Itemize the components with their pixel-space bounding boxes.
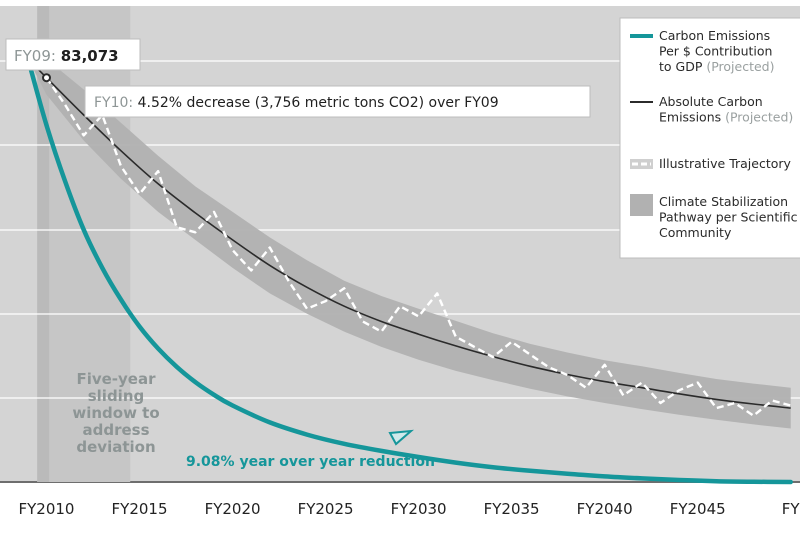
legend-box <box>619 17 800 259</box>
x-tick-labels: FY2010 FY2015 FY2020 FY2025 FY2030 FY2035 FY20… <box>19 500 800 518</box>
sliding-window-note-line: Five-year <box>76 370 156 388</box>
sliding-window-note: Five-year sliding window to address deviatio… <box>72 370 159 456</box>
fy10-callout-text: FY10: 4.52% decrease (3,756 metric tons … <box>94 95 499 111</box>
legend-label-line: Absolute Carbon <box>659 94 763 109</box>
legend-label-pathway: Climate Stabilization Pathway per Scienti… <box>659 194 798 240</box>
x-tick-label: FY <box>782 500 800 518</box>
fy09-callout-text: FY09: 83,073 <box>14 47 119 65</box>
legend-label-line: Community <box>659 225 732 240</box>
legend-label-line: Emissions (Projected) <box>659 110 793 125</box>
x-tick-label: FY2035 <box>484 500 540 518</box>
reduction-label: 9.08% year over year reduction <box>186 454 435 470</box>
fy10-callout-box <box>84 85 591 118</box>
legend-label-line: Climate Stabilization <box>659 194 788 209</box>
legend: Carbon Emissions Per $ Contribution to GDP… <box>619 17 800 259</box>
reduction-pointer-icon <box>388 429 415 446</box>
fy10-callout: FY10: 4.52% decrease (3,756 metric tons … <box>84 85 591 118</box>
sliding-window-note-line: window to <box>72 404 159 422</box>
fy10-point <box>42 73 52 83</box>
x-tick-label: FY2025 <box>298 500 354 518</box>
sliding-window-note-line: deviation <box>76 438 155 456</box>
sliding-window-region <box>37 6 131 482</box>
x-tick-label: FY2015 <box>112 500 168 518</box>
legend-label-suffix: (Projected) <box>702 59 774 74</box>
legend-label-line: Carbon Emissions <box>659 28 770 43</box>
legend-label-line: Pathway per Scientific <box>659 210 798 225</box>
x-tick-label: FY2010 <box>19 500 75 518</box>
x-tick-label: FY2040 <box>577 500 633 518</box>
sliding-window-note-line: address <box>82 421 149 439</box>
legend-label-line: to GDP (Projected) <box>659 59 775 74</box>
series-line-illustrative <box>45 77 792 417</box>
fy09-callout-box <box>5 38 141 71</box>
series-line-carbon-per-gdp <box>25 56 793 485</box>
x-tick-label: FY2020 <box>205 500 261 518</box>
fy09-callout: FY09: 83,073 <box>5 38 141 71</box>
series-line-absolute <box>27 58 791 409</box>
legend-label-line: Illustrative Trajectory <box>659 156 792 171</box>
legend-label-carbon-per-gdp: Carbon Emissions Per $ Contribution to GDP… <box>659 28 775 74</box>
stabilization-pathway-band <box>27 58 791 429</box>
legend-symbol-pathway <box>630 194 653 216</box>
series-lines <box>25 56 793 485</box>
legend-label-line: Per $ Contribution <box>659 44 772 59</box>
legend-label-suffix: (Projected) <box>721 110 793 125</box>
sliding-window-note-line: sliding <box>88 387 145 405</box>
x-tick-label: FY2030 <box>391 500 447 518</box>
x-tick-label: FY2045 <box>670 500 726 518</box>
legend-label-absolute: Absolute Carbon Emissions (Projected) <box>659 94 793 125</box>
legend-label-illustrative: Illustrative Trajectory <box>659 156 792 171</box>
band-area <box>27 58 791 429</box>
